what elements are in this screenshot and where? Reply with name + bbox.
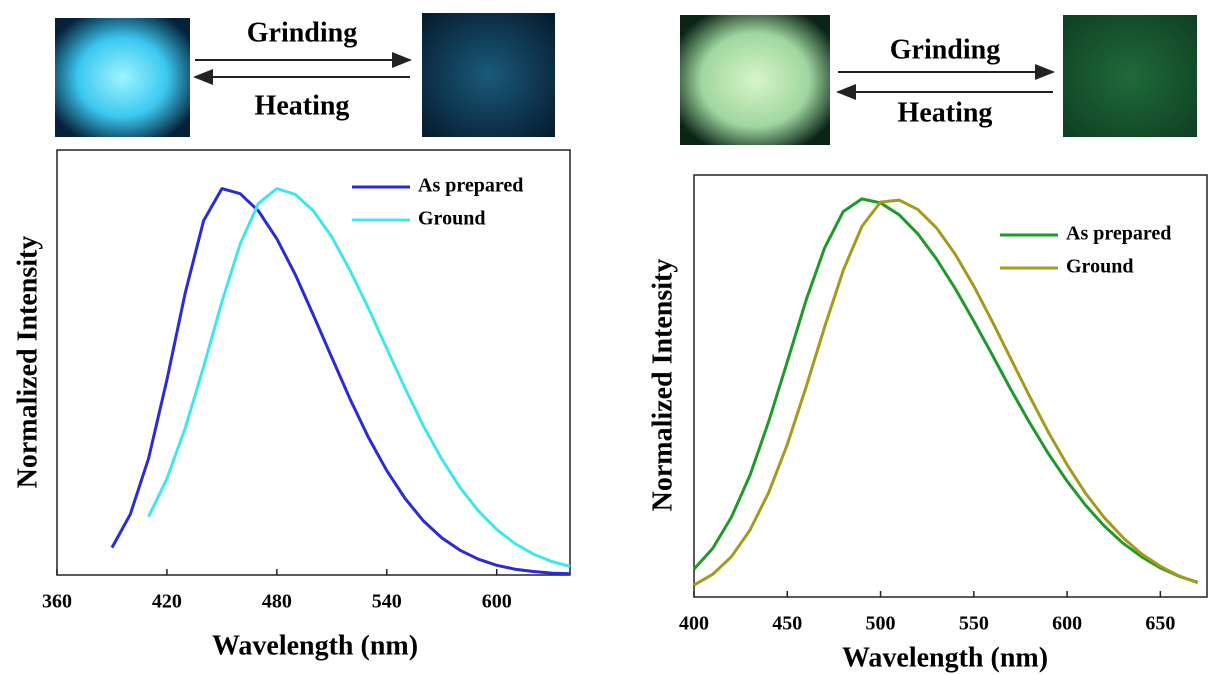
x-tick-label: 450 — [772, 613, 802, 635]
plot-frame — [693, 174, 1208, 598]
x-axis-label: Wavelength (nm) — [842, 642, 1048, 673]
photo — [680, 15, 830, 145]
x-tick-label: 600 — [1052, 613, 1082, 635]
x-tick-label: 500 — [866, 613, 896, 635]
x-tick-label: 550 — [959, 613, 989, 635]
x-tick-label: 400 — [679, 613, 709, 635]
legend-label: As prepared — [1066, 223, 1171, 245]
x-tick-label: 650 — [1145, 613, 1175, 635]
data-line — [693, 198, 1199, 587]
y-axis-label: Normalized Intensity — [647, 259, 678, 512]
data-line — [692, 197, 1199, 584]
legend-label: As prepared — [418, 175, 523, 197]
annotation: Grinding — [890, 34, 1000, 65]
y-axis-label: Normalized Intensity — [12, 236, 43, 489]
x-tick-label: 420 — [152, 591, 182, 613]
x-axis-label: Wavelength (nm) — [212, 630, 418, 661]
legend-label: Ground — [418, 208, 485, 230]
photo — [422, 13, 555, 137]
annotation: Heating — [898, 97, 993, 128]
plot-frame — [56, 149, 571, 576]
legend-label: Ground — [1066, 256, 1133, 278]
x-tick-label: 360 — [42, 591, 72, 613]
data-line — [110, 187, 571, 576]
x-tick-label: 480 — [262, 591, 292, 613]
annotation: Grinding — [247, 17, 357, 48]
photo — [55, 18, 190, 137]
data-line — [147, 187, 571, 568]
annotation: Heating — [255, 90, 350, 121]
photo — [1063, 15, 1197, 137]
x-tick-label: 540 — [372, 591, 402, 613]
x-tick-label: 600 — [482, 591, 512, 613]
